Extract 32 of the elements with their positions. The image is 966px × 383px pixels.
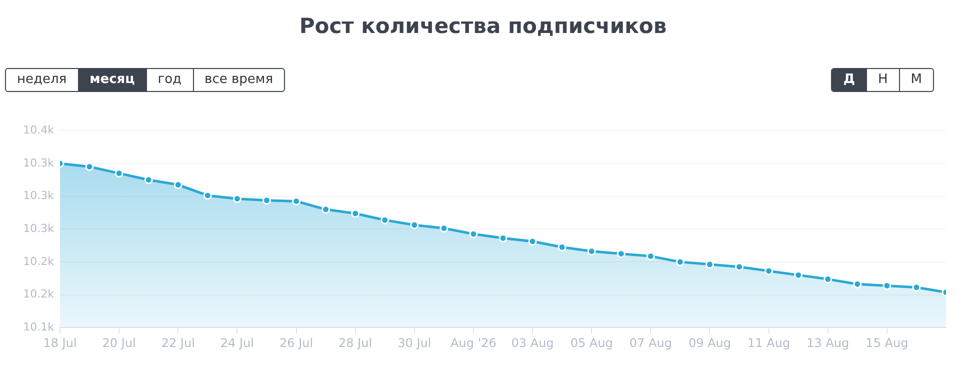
- x-tick-label: 07 Aug: [629, 336, 672, 350]
- y-tick-label: 10.1k: [23, 320, 55, 334]
- y-tick-label: 10.3k: [23, 189, 55, 202]
- y-tick-label: 10.3k: [23, 156, 55, 170]
- text: неделя: [16, 71, 68, 89]
- x-tick-label: 20 Jul: [102, 336, 136, 350]
- x-tick-label: 22 Jul: [161, 336, 195, 350]
- x-tick-label: 26 Jul: [279, 336, 314, 350]
- y-tick-label: 10.4k: [23, 123, 55, 136]
- y-tick-label: 10.2k: [23, 288, 55, 301]
- text: месяц: [78, 69, 146, 91]
- text: все время: [192, 69, 284, 91]
- y-tick-label: 10.2k: [23, 254, 55, 268]
- x-tick-label: 15 Aug: [866, 336, 908, 350]
- chart-title: Рост количества подписчиков: [298, 14, 668, 38]
- text: Д: [832, 69, 866, 91]
- point: [85, 162, 94, 171]
- y-tick-label: 10.3k: [23, 222, 55, 235]
- x-tick-label: 03 Aug: [511, 336, 554, 350]
- x-tick-label: 11 Aug: [748, 336, 790, 350]
- x-tick-label: 09 Aug: [688, 336, 731, 350]
- x-tick-label: 30 Jul: [398, 336, 432, 350]
- x-tick-label: Aug '26: [450, 336, 496, 350]
- point: [262, 196, 271, 205]
- x-tick-label: 13 Aug: [806, 336, 850, 350]
- text: Н: [866, 69, 899, 91]
- x-tick-label: 24 Jul: [220, 336, 254, 350]
- text: год: [146, 69, 193, 91]
- x-tick-label: 18 Jul: [43, 336, 77, 350]
- x-tick-label: 28 Jul: [338, 336, 372, 350]
- text: М: [898, 69, 933, 91]
- x-tick-label: 05 Aug: [570, 336, 613, 350]
